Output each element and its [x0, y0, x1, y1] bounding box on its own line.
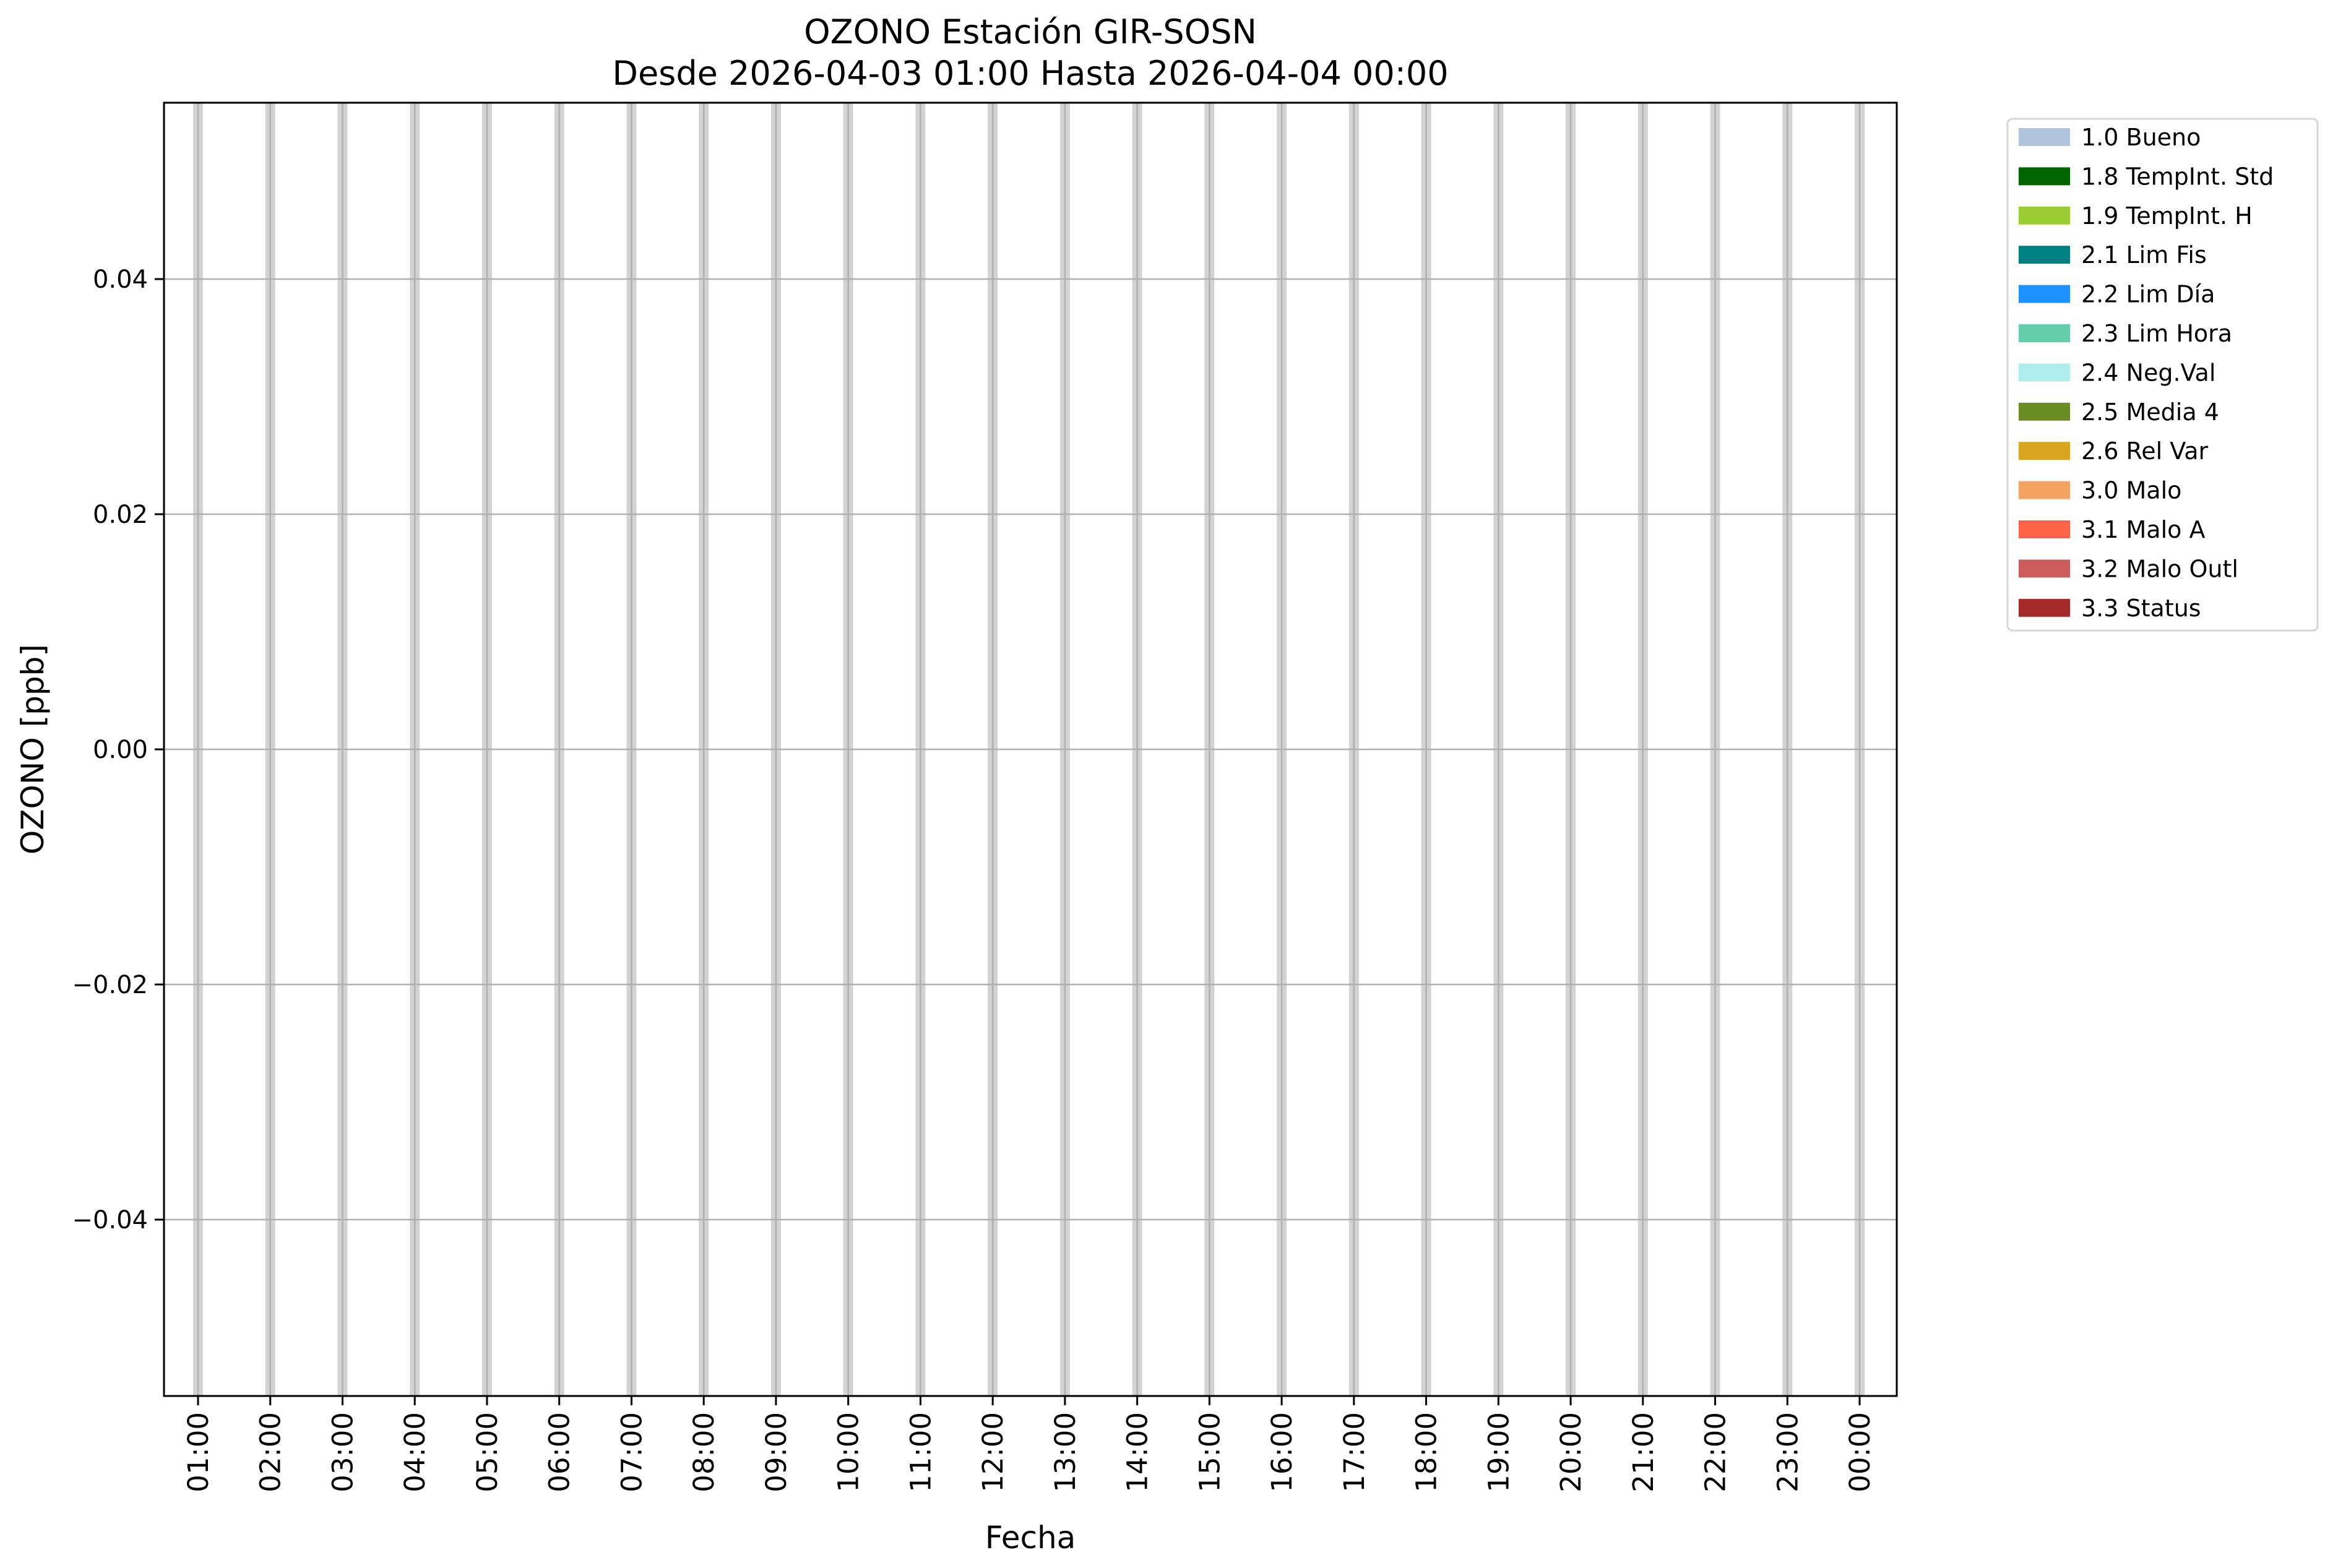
y-tick-label: 0.00	[93, 736, 148, 764]
legend-label: 2.5 Media 4	[2081, 398, 2219, 426]
legend-item: 2.4 Neg.Val	[2019, 359, 2215, 386]
legend-swatch	[2019, 520, 2070, 538]
y-tick-label: 0.02	[93, 501, 148, 529]
chart-title: OZONO Estación GIR-SOSN	[804, 12, 1257, 51]
x-tick-label: 07:00	[615, 1412, 648, 1493]
x-axis: 01:00 02:00 03:00 04:00 05:00 06:00 07:00 08:00…	[182, 1396, 1876, 1493]
legend-swatch	[2019, 128, 2070, 146]
x-tick-label: 03:00	[326, 1412, 359, 1493]
legend-label: 3.0 Malo	[2081, 477, 2181, 504]
x-tick-label: 19:00	[1482, 1412, 1515, 1493]
x-tick-label: 20:00	[1555, 1412, 1587, 1493]
x-tick-label: 06:00	[543, 1412, 576, 1493]
legend-swatch	[2019, 363, 2070, 382]
legend-label: 3.1 Malo A	[2081, 516, 2205, 543]
x-tick-label: 05:00	[471, 1412, 504, 1493]
x-tick-label: 21:00	[1627, 1412, 1660, 1493]
legend-item: 2.6 Rel Var	[2019, 437, 2209, 465]
y-tick-label: 0.04	[93, 265, 148, 294]
legend-item: 3.3 Status	[2019, 595, 2201, 622]
legend-label: 3.3 Status	[2081, 595, 2201, 622]
legend-swatch	[2019, 402, 2070, 421]
x-tick-label: 12:00	[977, 1412, 1009, 1493]
x-tick-label: 23:00	[1771, 1412, 1804, 1493]
x-tick-label: 13:00	[1049, 1412, 1082, 1493]
legend-swatch	[2019, 167, 2070, 186]
legend-swatch	[2019, 285, 2070, 303]
x-tick-label: 15:00	[1193, 1412, 1226, 1493]
x-tick-label: 02:00	[254, 1412, 287, 1493]
x-tick-label: 16:00	[1266, 1412, 1298, 1493]
x-tick-label: 18:00	[1410, 1412, 1443, 1493]
x-tick-label: 09:00	[760, 1412, 793, 1493]
legend-label: 3.2 Malo Outl	[2081, 555, 2238, 582]
y-axis-label: OZONO [ppb]	[15, 644, 51, 855]
x-tick-label: 04:00	[399, 1412, 431, 1493]
legend-item: 3.2 Malo Outl	[2019, 555, 2238, 582]
y-axis: 0.04 0.02 0.00 −0.02 −0.04	[72, 265, 164, 1234]
legend-label: 1.9 TempInt. H	[2081, 202, 2253, 230]
x-tick-label: 01:00	[182, 1412, 215, 1493]
x-tick-label: 08:00	[688, 1412, 720, 1493]
grid	[164, 103, 1897, 1396]
legend-swatch	[2019, 598, 2070, 617]
x-tick-label: 11:00	[904, 1412, 937, 1493]
legend-item: 2.1 Lim Fis	[2019, 241, 2207, 269]
legend-swatch	[2019, 559, 2070, 578]
legend-swatch	[2019, 324, 2070, 342]
legend-item: 3.1 Malo A	[2019, 516, 2205, 543]
legend-label: 2.4 Neg.Val	[2081, 359, 2215, 386]
legend-item: 1.8 TempInt. Std	[2019, 163, 2274, 190]
legend-label: 2.6 Rel Var	[2081, 437, 2209, 465]
x-tick-label: 14:00	[1121, 1412, 1154, 1493]
legend-item: 1.9 TempInt. H	[2019, 202, 2253, 230]
legend-item: 2.5 Media 4	[2019, 398, 2219, 426]
legend-label: 2.1 Lim Fis	[2081, 241, 2207, 269]
y-tick-label: −0.02	[72, 971, 148, 999]
legend-item: 2.3 Lim Hora	[2019, 320, 2232, 347]
x-tick-label: 22:00	[1699, 1412, 1732, 1493]
x-tick-label: 00:00	[1844, 1412, 1876, 1493]
y-tick-label: −0.04	[72, 1206, 148, 1234]
legend-item: 1.0 Bueno	[2019, 124, 2201, 151]
x-tick-label: 10:00	[832, 1412, 865, 1493]
legend-item: 3.0 Malo	[2019, 477, 2181, 504]
legend-label: 2.3 Lim Hora	[2081, 320, 2232, 347]
legend-item: 2.2 Lim Día	[2019, 281, 2215, 308]
x-axis-label: Fecha	[985, 1520, 1076, 1556]
legend-label: 2.2 Lim Día	[2081, 281, 2215, 308]
chart-subtitle: Desde 2026-04-03 01:00 Hasta 2026-04-04 …	[612, 54, 1448, 93]
legend-swatch	[2019, 206, 2070, 225]
legend-swatch	[2019, 442, 2070, 460]
legend-swatch	[2019, 481, 2070, 499]
legend-label: 1.0 Bueno	[2081, 124, 2201, 151]
legend: 1.0 Bueno 1.8 TempInt. Std 1.9 TempInt. H 2…	[2006, 118, 2319, 632]
legend-swatch	[2019, 246, 2070, 264]
legend-label: 1.8 TempInt. Std	[2081, 163, 2274, 190]
legend-frame	[2006, 118, 2319, 632]
x-tick-label: 17:00	[1338, 1412, 1371, 1493]
